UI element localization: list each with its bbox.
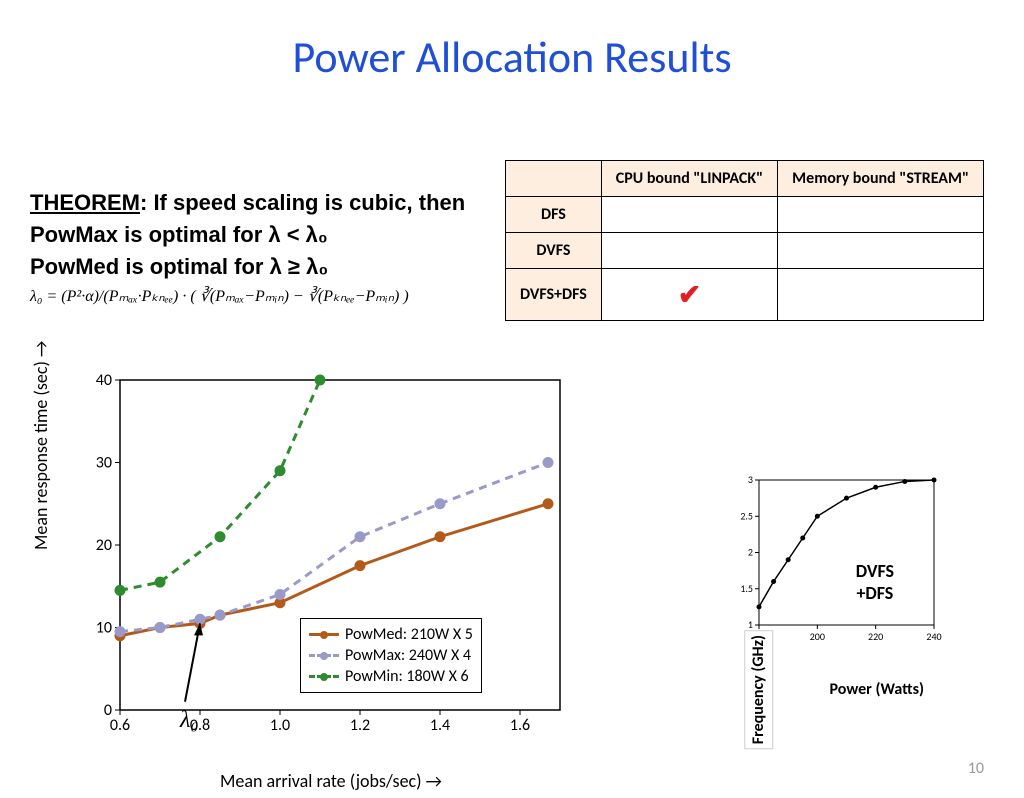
table-corner [506, 161, 602, 197]
theorem-line1-rest: : If speed scaling is cubic, then [140, 190, 465, 215]
theorem-line3: PowMed is optimal for λ ≥ λ₀ [30, 254, 465, 280]
theorem-label: THEOREM [30, 190, 140, 215]
theorem-block: THEOREM: If speed scaling is cubic, then… [30, 190, 465, 306]
table-cell: ✔ [601, 269, 777, 321]
table-cell [778, 233, 984, 269]
page-title: Power Allocation Results [0, 30, 1024, 84]
table-row: DVFS+DFS ✔ [506, 269, 984, 321]
svg-text:2.5: 2.5 [740, 509, 753, 522]
table-row: DVFS [506, 233, 984, 269]
table-cell [778, 269, 984, 321]
mini-chart-ylabel: Frequency (GHz) [744, 630, 773, 749]
mini-chart-xlabel: Power (Watts) [829, 680, 924, 699]
page-number: 10 [968, 759, 984, 778]
table-row-label: DVFS+DFS [506, 269, 602, 321]
svg-text:2: 2 [748, 546, 753, 559]
table-row-label: DVFS [506, 233, 602, 269]
svg-text:20: 20 [96, 536, 112, 555]
svg-text:10: 10 [96, 619, 112, 638]
svg-text:200: 200 [810, 630, 825, 643]
table-row-label: DFS [506, 197, 602, 233]
theorem-line2: PowMax is optimal for λ < λ₀ [30, 222, 465, 248]
svg-text:1.0: 1.0 [270, 716, 290, 735]
svg-text:1.5: 1.5 [740, 582, 753, 595]
table-col-cpu: CPU bound "LINPACK" [601, 161, 777, 197]
svg-text:220: 220 [868, 630, 883, 643]
svg-text:1.4: 1.4 [430, 716, 450, 735]
table-cell [778, 197, 984, 233]
table-row: DFS [506, 197, 984, 233]
check-icon: ✔ [678, 277, 701, 312]
main-response-chart: 0102030400.60.81.01.21.41.6 [70, 370, 590, 770]
table-col-mem: Memory bound "STREAM" [778, 161, 984, 197]
table-cell [601, 197, 777, 233]
svg-text:240: 240 [926, 630, 941, 643]
theorem-equation: λ₀ = (P²·α)/(Pₘₐₓ·Pₖₙₑₑ) · ( ∛(Pₘₐₓ−Pₘᵢₙ… [30, 286, 465, 306]
main-chart-xlabel: Mean arrival rate (jobs/sec) → [220, 770, 442, 792]
benchmark-table: CPU bound "LINPACK" Memory bound "STREAM… [505, 160, 984, 321]
svg-text:1.6: 1.6 [510, 716, 530, 735]
svg-text:3: 3 [748, 473, 753, 486]
svg-text:40: 40 [96, 371, 112, 390]
main-chart-legend: PowMed: 210W X 5PowMax: 240W X 4PowMin: … [300, 618, 482, 693]
theorem-line1: THEOREM: If speed scaling is cubic, then [30, 190, 465, 216]
svg-text:30: 30 [96, 454, 112, 473]
main-chart-ylabel: Mean response time (sec) → [30, 341, 52, 550]
table-cell [601, 233, 777, 269]
lambda0-annotation: λ₀ [180, 707, 199, 734]
mini-chart-inner-label: DVFS+DFS [856, 560, 894, 604]
svg-text:1.2: 1.2 [350, 716, 370, 735]
svg-text:0.6: 0.6 [110, 716, 130, 735]
